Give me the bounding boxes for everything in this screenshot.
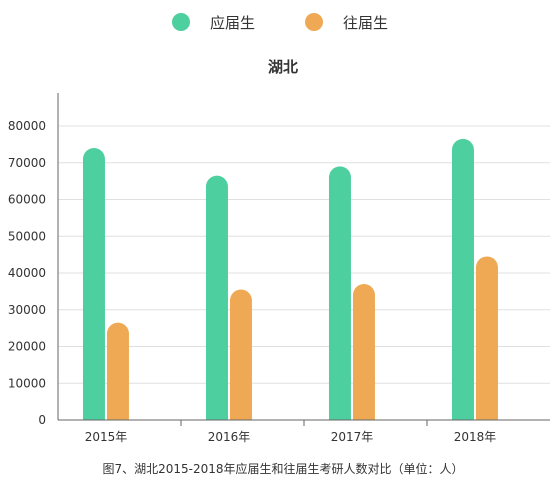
legend: 应届生 往届生 [172, 13, 388, 32]
y-tick-label: 40000 [8, 266, 46, 280]
chart-title: 湖北 [268, 58, 298, 76]
gridlines [58, 125, 550, 384]
bars [82, 138, 498, 421]
y-tick-label: 70000 [8, 156, 46, 170]
bar-fresh-2016年[interactable] [205, 175, 228, 420]
bar-past-2018年[interactable] [475, 256, 498, 420]
bar-past-2016年[interactable] [229, 289, 252, 420]
y-tick-label: 20000 [8, 340, 46, 354]
bar-past-2017年[interactable] [352, 284, 375, 420]
y-tick-label: 60000 [8, 193, 46, 207]
bar-past-2015年[interactable] [106, 322, 129, 420]
y-axis-ticks: 0 10000 20000 30000 40000 50000 60000 70000 8000… [8, 119, 46, 427]
legend-marker-fresh-graduates [172, 13, 190, 31]
legend-marker-past-graduates [305, 13, 323, 31]
x-tick-label: 2017年 [331, 430, 374, 444]
x-tick-label: 2016年 [208, 430, 251, 444]
x-axis-ticks: 2015年 2016年 2017年 2018年 [85, 420, 497, 444]
chart-caption: 图7、湖北2015-2018年应届生和往届生考研人数对比（单位：人） [102, 461, 463, 476]
bar-fresh-2015年[interactable] [82, 148, 105, 421]
legend-item-past-graduates[interactable]: 往届生 [305, 13, 388, 32]
legend-label-fresh-graduates: 应届生 [210, 14, 255, 32]
y-tick-label: 0 [38, 413, 46, 427]
y-tick-label: 50000 [8, 229, 46, 243]
x-tick-label: 2018年 [454, 430, 497, 444]
y-tick-label: 80000 [8, 119, 46, 133]
x-tick-label: 2015年 [85, 430, 128, 444]
y-tick-label: 10000 [8, 376, 46, 390]
legend-label-past-graduates: 往届生 [343, 14, 388, 32]
bar-fresh-2017年[interactable] [328, 166, 351, 420]
y-tick-label: 30000 [8, 303, 46, 317]
legend-item-fresh-graduates[interactable]: 应届生 [172, 13, 255, 32]
bar-fresh-2018年[interactable] [451, 138, 474, 421]
